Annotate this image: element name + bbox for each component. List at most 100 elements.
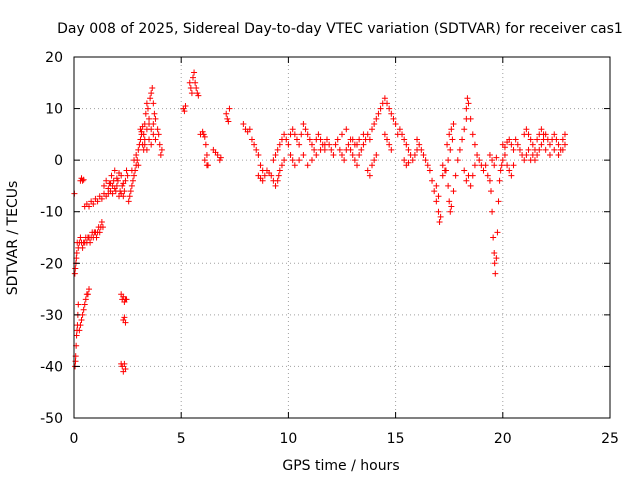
data-point (150, 100, 157, 107)
data-point (491, 162, 498, 169)
data-point (435, 193, 442, 200)
data-point (420, 151, 427, 158)
data-point (492, 270, 499, 277)
data-point (94, 198, 101, 205)
x-tick-label: 5 (177, 431, 186, 447)
data-point (546, 141, 553, 148)
data-point (373, 115, 380, 122)
data-point (446, 198, 453, 205)
data-point (525, 131, 532, 138)
y-tick-label: 20 (45, 50, 63, 66)
data-point (542, 131, 549, 138)
data-point (122, 366, 129, 373)
data-point (93, 234, 100, 241)
data-point (390, 115, 397, 122)
data-point (140, 131, 147, 138)
data-point (561, 141, 568, 148)
data-point (371, 121, 378, 128)
data-point (287, 151, 294, 158)
data-point (506, 136, 513, 143)
data-point (471, 141, 478, 148)
data-point (152, 136, 159, 143)
data-point (274, 177, 281, 184)
data-point (498, 162, 505, 169)
data-point (217, 154, 224, 161)
data-point (433, 182, 440, 189)
data-point (366, 136, 373, 143)
data-point (392, 121, 399, 128)
data-point (538, 141, 545, 148)
data-point (119, 182, 126, 189)
data-point (99, 224, 106, 231)
data-point (142, 110, 149, 117)
data-point (409, 157, 416, 164)
data-point (531, 157, 538, 164)
data-point (448, 126, 455, 133)
y-axis-label: SDTVAR / TECUs (5, 181, 21, 296)
data-point (289, 126, 296, 133)
data-point (189, 74, 196, 81)
data-point (349, 136, 356, 143)
data-point (469, 172, 476, 179)
data-point (494, 229, 501, 236)
data-point (268, 172, 275, 179)
data-point (79, 311, 86, 318)
data-point (495, 198, 502, 205)
data-point (447, 208, 454, 215)
data-point (330, 151, 337, 158)
data-point (128, 167, 135, 174)
data-point (514, 141, 521, 148)
data-point (424, 162, 431, 169)
data-point (497, 167, 504, 174)
data-point (334, 136, 341, 143)
data-point (281, 157, 288, 164)
plot-frame (73, 56, 611, 419)
data-point (135, 162, 142, 169)
y-tick-label: -50 (40, 411, 63, 427)
data-point (143, 146, 150, 153)
data-point (84, 291, 91, 298)
data-point (401, 157, 408, 164)
data-point (448, 203, 455, 210)
data-point (523, 151, 530, 158)
data-point (474, 151, 481, 158)
data-point (490, 234, 497, 241)
data-point (375, 110, 382, 117)
data-point (108, 172, 115, 179)
data-point (285, 141, 292, 148)
data-point (373, 151, 380, 158)
data-point (194, 90, 201, 97)
data-point (388, 146, 395, 153)
data-point (349, 151, 356, 158)
data-point (308, 157, 315, 164)
data-point (270, 157, 277, 164)
data-point (461, 126, 468, 133)
data-point (122, 319, 129, 326)
data-point (226, 105, 233, 112)
data-point (253, 146, 260, 153)
data-point (482, 162, 489, 169)
data-point (90, 200, 97, 207)
data-point (354, 141, 361, 148)
data-point (405, 159, 412, 166)
data-point (73, 249, 80, 256)
data-point (202, 141, 209, 148)
data-point (463, 177, 470, 184)
data-point (148, 126, 155, 133)
data-point (405, 146, 412, 153)
data-point (489, 208, 496, 215)
data-point (186, 79, 193, 86)
data-point (431, 188, 438, 195)
data-point (377, 105, 384, 112)
data-point (98, 219, 105, 226)
data-point (339, 151, 345, 158)
data-point (351, 157, 358, 164)
axis-ticks: 0 5 10 15 20 25 -50 -40 -30 -20 -10 0 10 20 (40, 50, 619, 447)
data-point (450, 121, 457, 128)
data-point (516, 146, 523, 153)
data-point (304, 162, 311, 169)
data-point (399, 131, 406, 138)
data-point (529, 141, 536, 148)
data-point (356, 136, 363, 143)
